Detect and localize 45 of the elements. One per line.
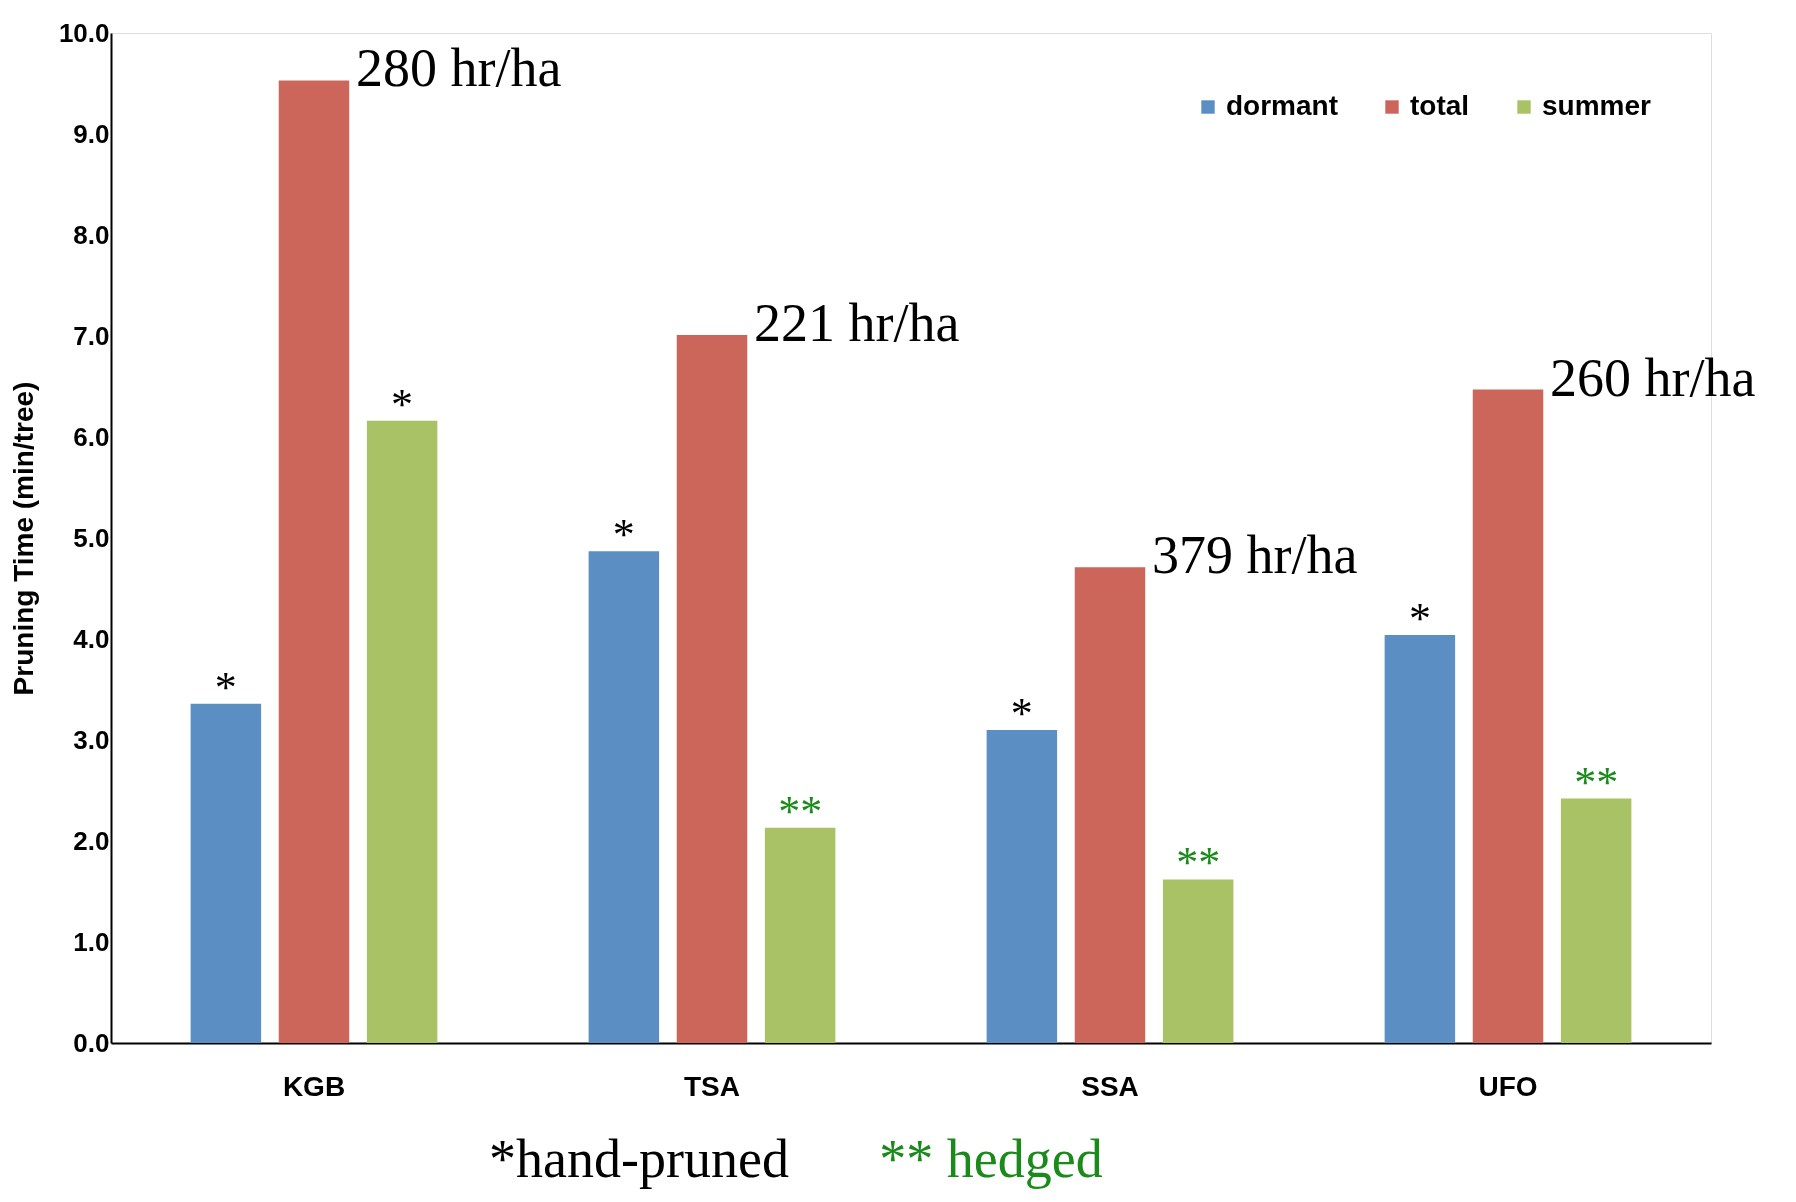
- y-tick-label: 1.0: [73, 926, 110, 957]
- data-label: *: [214, 662, 237, 712]
- annotation: 260 hr/ha: [1550, 347, 1756, 408]
- bar: [588, 551, 660, 1043]
- text: ** hedged: [879, 1129, 1103, 1189]
- data-label: *: [391, 379, 414, 429]
- x-tick-label: TSA: [683, 1070, 740, 1102]
- bar: [278, 80, 350, 1043]
- bar: [1472, 389, 1544, 1043]
- y-tick-label: 0.0: [73, 1027, 110, 1058]
- data-label: *: [612, 510, 635, 560]
- data-label: *: [1408, 593, 1431, 643]
- x-tick-label: UFO: [1478, 1070, 1538, 1102]
- bar: [1162, 879, 1234, 1043]
- annotation: 221 hr/ha: [753, 292, 960, 353]
- x-tick-label: KGB: [282, 1070, 346, 1102]
- annotation: 280 hr/ha: [355, 38, 562, 99]
- text: *hand-pruned: [489, 1129, 789, 1189]
- bar: [676, 334, 748, 1043]
- y-tick-label: 5.0: [73, 522, 110, 553]
- legend-label: summer: [1542, 90, 1652, 121]
- bar: [764, 827, 836, 1043]
- y-tick-label: 2.0: [73, 825, 110, 856]
- y-tick-label: 8.0: [73, 219, 110, 250]
- bar: [1074, 567, 1146, 1043]
- data-label: *: [1010, 688, 1033, 738]
- data-label: **: [778, 786, 823, 836]
- data-label: **: [1176, 838, 1221, 888]
- data-label: **: [1574, 757, 1619, 807]
- y-tick-label: 10.0: [58, 17, 110, 48]
- y-tick-label: 6.0: [73, 421, 110, 452]
- y-tick-label: 3.0: [73, 724, 110, 755]
- y-tick-label: 9.0: [73, 118, 110, 149]
- legend-label: dormant: [1226, 90, 1338, 121]
- legend-label: total: [1410, 90, 1470, 121]
- x-tick-label: SSA: [1081, 1070, 1139, 1102]
- y-tick-label: 4.0: [73, 623, 110, 654]
- bar: [190, 703, 262, 1043]
- y-axis-title: Pruning Time (min/tree): [7, 381, 39, 696]
- bar: [1384, 634, 1456, 1043]
- bar: [366, 420, 438, 1043]
- bar: [1560, 798, 1632, 1043]
- bar: [986, 729, 1058, 1043]
- y-tick-label: 7.0: [73, 320, 110, 351]
- annotation: 379 hr/ha: [1152, 525, 1358, 586]
